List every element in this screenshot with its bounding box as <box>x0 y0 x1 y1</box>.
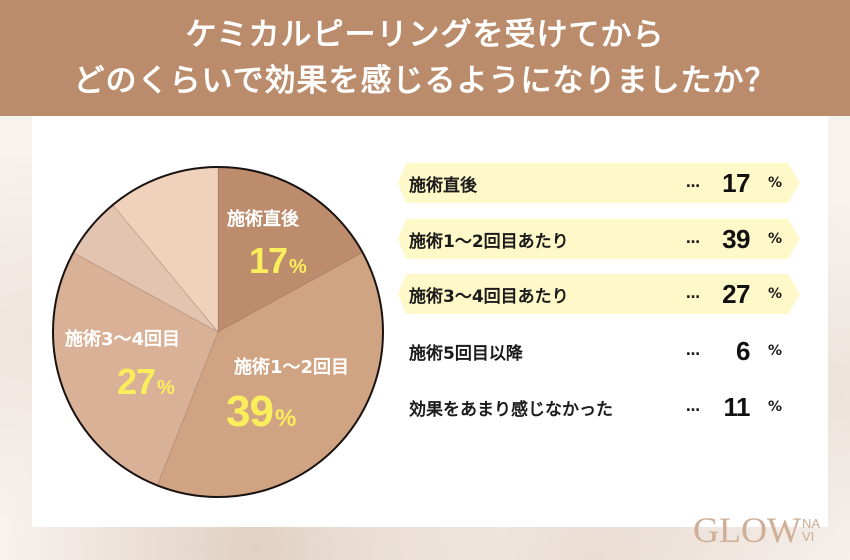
legend-unit: % <box>768 399 783 415</box>
legend-unit: % <box>768 231 783 247</box>
legend-row-1-2: 施術1〜2回目あたり … 39 % <box>398 219 800 259</box>
pie-label-immediately: 施術直後 <box>227 209 299 230</box>
legend-value: 39 <box>722 223 750 254</box>
legend-label: 施術1〜2回目あたり <box>409 231 569 252</box>
legend-label: 施術3〜4回目あたり <box>409 286 569 307</box>
logo-sub: NA VI <box>801 516 821 544</box>
title-line-1: ケミカルピーリングを受けてから <box>185 17 665 53</box>
pie-chart: 施術直後 17% 施術1〜2回目 39% 施術3〜4回目 27% <box>51 165 385 499</box>
legend-row-3-4: 施術3〜4回目あたり … 27 % <box>398 274 800 314</box>
legend-value: 27 <box>722 278 750 309</box>
legend-label: 施術5回目以降 <box>409 343 523 364</box>
legend-value: 11 <box>723 391 751 422</box>
header-banner: ケミカルピーリングを受けてから どのくらいで効果を感じるようになりましたか？ <box>0 0 850 116</box>
legend-value: 6 <box>736 335 750 366</box>
legend-dots: … <box>686 286 700 302</box>
legend-dots: … <box>686 175 700 191</box>
legend-unit: % <box>768 343 783 359</box>
legend-dots: … <box>686 231 700 247</box>
pie-label-3-4: 施術3〜4回目 <box>65 329 181 350</box>
legend-value: 17 <box>722 167 750 198</box>
pie-label-1-2: 施術1〜2回目 <box>234 357 350 378</box>
pie-outline <box>52 166 384 498</box>
legend-unit: % <box>768 286 783 302</box>
legend-dots: … <box>686 343 700 359</box>
legend-unit: % <box>768 175 783 191</box>
legend-label: 効果をあまり感じなかった <box>409 399 613 420</box>
legend-row-no-effect: 効果をあまり感じなかった … 11 % <box>398 387 800 427</box>
legend-dots: … <box>686 399 700 415</box>
glow-navi-logo: GLOW NA VI <box>693 509 820 551</box>
legend-row-immediately: 施術直後 … 17 % <box>398 163 800 203</box>
pie-pct-immediately: 17% <box>249 240 307 281</box>
logo-main: GLOW <box>693 510 801 550</box>
pie-chart-graphic <box>52 166 384 498</box>
title-line-2: どのくらいで効果を感じるようになりましたか？ <box>73 63 777 99</box>
legend-label: 施術直後 <box>409 175 477 196</box>
pie-pct-3-4: 27% <box>117 361 175 402</box>
pie-pct-1-2: 39% <box>226 387 297 436</box>
legend-row-5-plus: 施術5回目以降 … 6 % <box>398 331 800 371</box>
